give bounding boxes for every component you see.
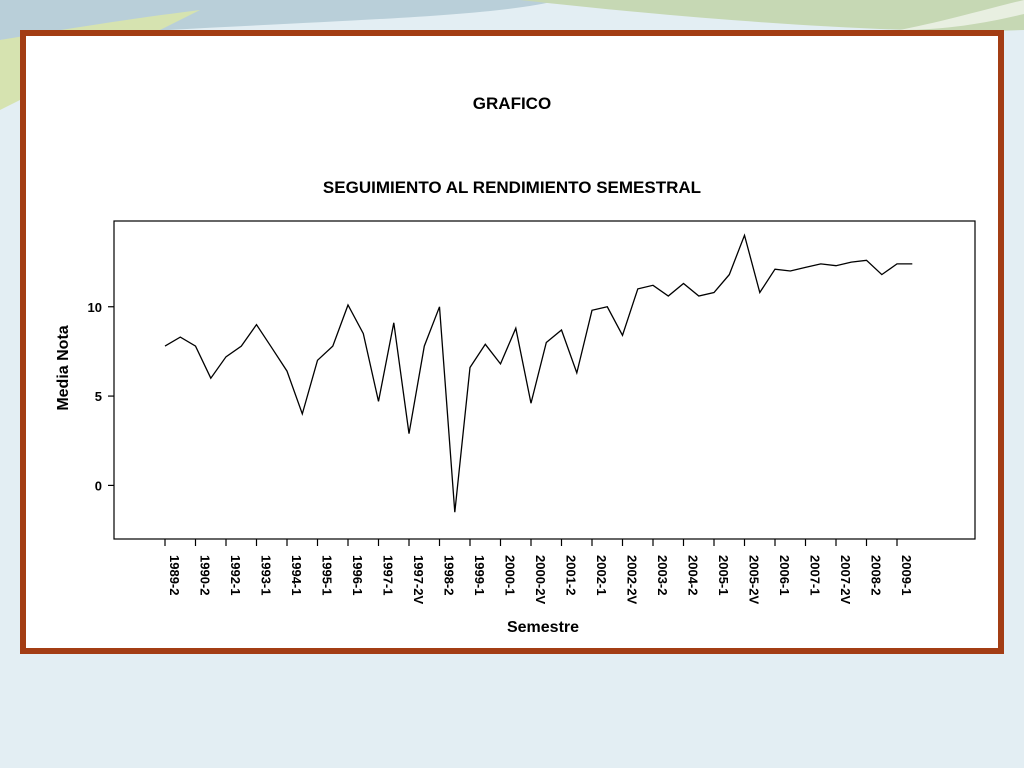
y-axis: 0 5 10	[88, 300, 114, 493]
x-tick-label: 1998-2	[442, 555, 457, 595]
x-tick-label: 1990-2	[198, 555, 213, 595]
y-tick-label: 10	[88, 300, 102, 315]
x-axis: 1989-2 1990-2 1992-1 1993-1 1994-1 1995-1 1996…	[164, 539, 914, 604]
x-tick-label: 1992-1	[228, 555, 243, 595]
x-tick-label: 2000-2V	[533, 555, 548, 604]
x-tick-label: 1989-2	[167, 555, 182, 595]
x-tick-label: 2006-1	[777, 555, 792, 595]
series-line	[164, 233, 913, 513]
x-tick-label: 1997-2V	[411, 555, 426, 604]
slide-title: GRAFICO	[472, 94, 552, 113]
x-tick-label: 1997-1	[381, 555, 396, 595]
x-tick-label: 1996-1	[350, 555, 365, 595]
x-tick-label: 2004-2	[686, 555, 701, 595]
plot-area	[113, 220, 976, 540]
chart-title: SEGUIMIENTO AL RENDIMIENTO SEMESTRAL	[322, 178, 702, 197]
x-tick-label: 2002-2V	[625, 555, 640, 604]
x-tick-label: 2005-1	[716, 555, 731, 595]
x-tick-label: 1993-1	[259, 555, 274, 595]
x-tick-label: 2007-1	[808, 555, 823, 595]
x-axis-label: Semestre	[507, 619, 579, 636]
x-tick-label: 1994-1	[289, 555, 304, 595]
x-tick-label: 2003-2	[655, 555, 670, 595]
x-tick-label: 2001-2	[564, 555, 579, 595]
y-tick-label: 5	[95, 389, 102, 404]
slide-frame: GRAFICO SEGUIMIENTO AL RENDIMIENTO SEMES…	[20, 30, 1004, 654]
x-tick-label: 2009-1	[899, 555, 914, 595]
y-axis-label: Media Nota	[55, 325, 72, 410]
x-tick-label: 2005-2V	[747, 555, 762, 604]
x-tick-label: 2007-2V	[838, 555, 853, 604]
x-tick-label: 2002-1	[594, 555, 609, 595]
x-tick-label: 1999-1	[472, 555, 487, 595]
x-tick-label: 1995-1	[320, 555, 335, 595]
y-tick-label: 0	[95, 478, 102, 493]
x-tick-label: 2008-2	[869, 555, 884, 595]
x-tick-label: 2000-1	[503, 555, 518, 595]
